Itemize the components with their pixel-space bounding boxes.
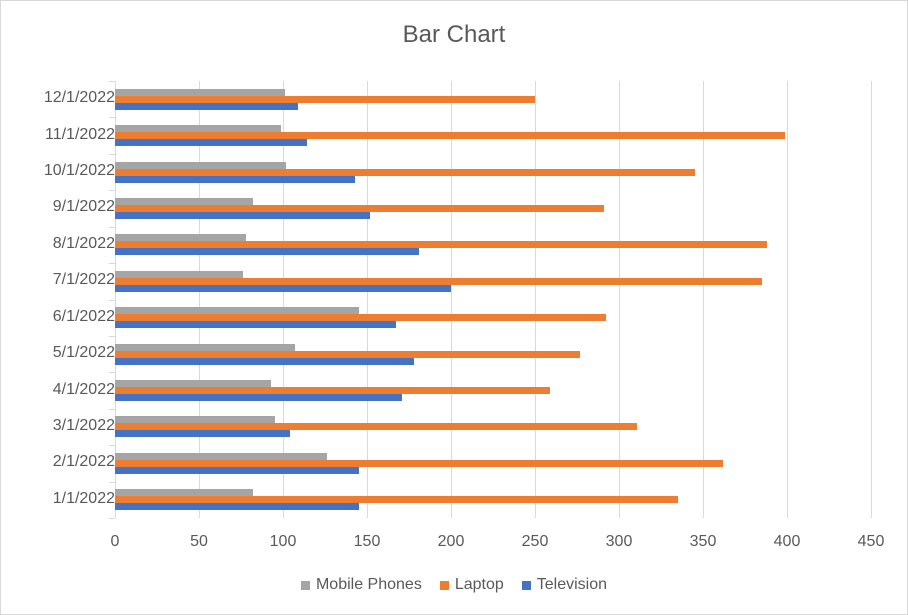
bar-mobile-phones xyxy=(115,197,253,205)
legend-swatch-icon xyxy=(521,580,531,590)
y-tick xyxy=(109,190,115,192)
y-tick xyxy=(109,408,115,410)
bar-mobile-phones xyxy=(115,452,327,460)
legend-item: Laptop xyxy=(439,576,504,594)
legend-label: Mobile Phones xyxy=(315,576,422,593)
bar-mobile-phones xyxy=(115,343,295,351)
gridline xyxy=(283,81,284,518)
x-tick-label: 0 xyxy=(110,533,120,550)
bar-television xyxy=(115,466,359,474)
y-tick-label: 2/1/2022 xyxy=(52,453,115,471)
legend-swatch-icon xyxy=(300,580,310,590)
bar-mobile-phones xyxy=(115,489,253,497)
bar-laptop xyxy=(115,168,695,176)
x-tick-label: 100 xyxy=(269,533,297,550)
bar-laptop xyxy=(115,459,724,467)
y-tick xyxy=(109,81,115,82)
y-tick xyxy=(109,372,115,374)
x-tick-label: 300 xyxy=(605,533,633,550)
y-tick-label: 1/1/2022 xyxy=(52,489,115,507)
y-tick xyxy=(109,226,115,228)
bar-laptop xyxy=(115,314,606,322)
gridline xyxy=(115,81,116,518)
legend: Mobile Phones Laptop Television xyxy=(1,576,907,594)
bar-television xyxy=(115,394,403,402)
bar-television xyxy=(115,357,415,365)
gridline xyxy=(535,81,536,518)
bar-laptop xyxy=(115,132,786,140)
y-tick xyxy=(109,445,115,447)
bar-television xyxy=(115,503,359,511)
y-tick xyxy=(109,335,115,337)
bar-laptop xyxy=(115,350,581,358)
gridline xyxy=(703,81,704,518)
x-tick-label: 400 xyxy=(773,533,801,550)
y-tick-label: 12/1/2022 xyxy=(43,89,115,107)
gridline xyxy=(367,81,368,518)
bar-mobile-phones xyxy=(115,380,272,388)
gridline xyxy=(787,81,788,518)
y-tick xyxy=(109,518,115,519)
y-tick xyxy=(109,153,115,155)
x-tick-label: 200 xyxy=(437,533,465,550)
bar-laptop xyxy=(115,277,762,285)
bar-television xyxy=(115,430,290,438)
gridline xyxy=(619,81,620,518)
gridline xyxy=(451,81,452,518)
bar-laptop xyxy=(115,496,678,504)
x-tick-label: 450 xyxy=(857,533,885,550)
y-tick-label: 3/1/2022 xyxy=(52,416,115,434)
bar-mobile-phones xyxy=(115,416,275,424)
y-tick-label: 8/1/2022 xyxy=(52,234,115,252)
bar-mobile-phones xyxy=(115,234,247,242)
y-tick-label: 10/1/2022 xyxy=(43,162,115,180)
bar-laptop xyxy=(115,387,551,395)
bar-television xyxy=(115,284,451,292)
y-tick xyxy=(109,299,115,301)
legend-label: Laptop xyxy=(454,576,504,593)
gridline xyxy=(199,81,200,518)
legend-item: Television xyxy=(521,576,608,594)
y-tick xyxy=(109,263,115,265)
bar-mobile-phones xyxy=(115,88,285,96)
bar-television xyxy=(115,102,299,110)
bar-laptop xyxy=(115,423,638,431)
x-tick-label: 150 xyxy=(353,533,381,550)
bar-television xyxy=(115,321,396,329)
gridline xyxy=(871,81,872,518)
bar-mobile-phones xyxy=(115,161,287,169)
legend-item: Mobile Phones xyxy=(300,576,422,594)
y-tick xyxy=(109,117,115,119)
y-tick-label: 6/1/2022 xyxy=(52,307,115,325)
legend-label: Television xyxy=(536,576,608,593)
y-tick-label: 5/1/2022 xyxy=(52,344,115,362)
bar-television xyxy=(115,248,420,256)
bar-laptop xyxy=(115,204,604,212)
bar-television xyxy=(115,211,371,219)
bar-mobile-phones xyxy=(115,270,243,278)
y-tick-label: 4/1/2022 xyxy=(52,380,115,398)
x-tick-label: 350 xyxy=(689,533,717,550)
y-tick-label: 9/1/2022 xyxy=(52,198,115,216)
bar-mobile-phones xyxy=(115,307,359,315)
plot-area xyxy=(109,81,872,519)
x-tick-label: 50 xyxy=(190,533,208,550)
y-tick-label: 7/1/2022 xyxy=(52,271,115,289)
chart-title: Bar Chart xyxy=(402,21,506,48)
bar-laptop xyxy=(115,95,535,103)
bar-mobile-phones xyxy=(115,125,282,133)
bar-television xyxy=(115,139,307,147)
y-tick xyxy=(109,481,115,483)
x-tick-label: 250 xyxy=(521,533,549,550)
y-tick-label: 11/1/2022 xyxy=(45,125,115,143)
bar-laptop xyxy=(115,241,767,249)
legend-swatch-icon xyxy=(439,580,449,590)
bar-television xyxy=(115,175,356,183)
